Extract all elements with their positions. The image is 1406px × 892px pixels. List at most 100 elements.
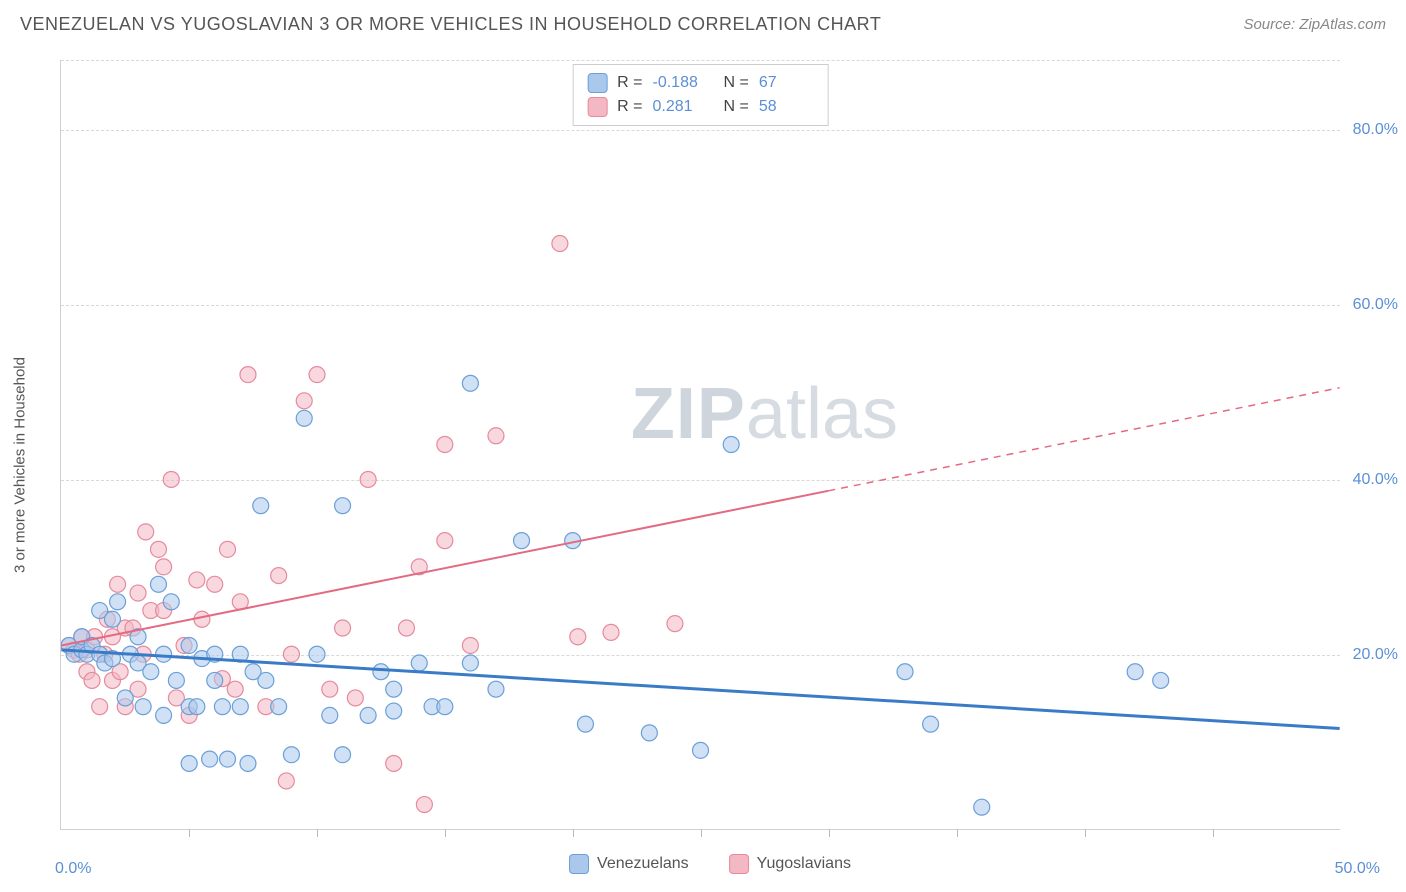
yugoslavians-point: [603, 624, 619, 640]
yugoslavians-point: [156, 559, 172, 575]
venezuelans-point: [271, 699, 287, 715]
venezuelans-point: [974, 799, 990, 815]
yugoslavians-point: [386, 755, 402, 771]
venezuelans-point: [1153, 672, 1169, 688]
venezuelans-point: [386, 681, 402, 697]
venezuelans-point: [207, 672, 223, 688]
x-tick: [1085, 829, 1086, 837]
y-tick-label: 80.0%: [1353, 121, 1398, 139]
yugoslavians-point: [227, 681, 243, 697]
venezuelans-point: [373, 664, 389, 680]
yugoslavians-point: [335, 620, 351, 636]
x-tick: [701, 829, 702, 837]
venezuelans-point: [723, 437, 739, 453]
y-tick-label: 40.0%: [1353, 471, 1398, 489]
yugoslavians-point: [240, 367, 256, 383]
yugoslavians-point: [360, 471, 376, 487]
venezuelans-point: [641, 725, 657, 741]
yugoslavians-point: [552, 236, 568, 252]
yugoslavians-point: [296, 393, 312, 409]
venezuelans-point: [220, 751, 236, 767]
x-tick: [189, 829, 190, 837]
venezuelans-point: [258, 672, 274, 688]
yugoslavians-point: [398, 620, 414, 636]
x-axis-start-label: 0.0%: [55, 860, 91, 878]
venezuelans-point: [309, 646, 325, 662]
venezuelans-point: [488, 681, 504, 697]
venezuelans-point: [232, 699, 248, 715]
venezuelans-point: [104, 611, 120, 627]
venezuelans-point: [1127, 664, 1143, 680]
venezuelans-point: [117, 690, 133, 706]
x-tick: [1213, 829, 1214, 837]
x-axis-end-label: 50.0%: [1335, 860, 1380, 878]
yugoslavians-point: [189, 572, 205, 588]
venezuelans-point: [202, 751, 218, 767]
yugoslavians-trendline: [61, 491, 828, 646]
venezuelans-point: [296, 410, 312, 426]
scatter-plot: [61, 60, 1340, 829]
chart-container: 3 or more Vehicles in Household ZIPatlas…: [30, 50, 1390, 880]
venezuelans-point: [335, 498, 351, 514]
legend-stats-row: R =0.281N =58: [587, 95, 814, 119]
yugoslavians-point: [150, 541, 166, 557]
y-tick-label: 20.0%: [1353, 646, 1398, 664]
venezuelans-point: [150, 576, 166, 592]
yugoslavians-point: [437, 437, 453, 453]
x-tick: [317, 829, 318, 837]
venezuelans-point: [143, 664, 159, 680]
yugoslavians-point: [130, 585, 146, 601]
venezuelans-point: [462, 655, 478, 671]
yugoslavians-point: [92, 699, 108, 715]
venezuelans-point: [437, 699, 453, 715]
legend-swatch: [569, 854, 589, 874]
yugoslavians-point: [220, 541, 236, 557]
x-tick: [957, 829, 958, 837]
venezuelans-point: [181, 755, 197, 771]
x-tick: [573, 829, 574, 837]
x-tick: [445, 829, 446, 837]
venezuelans-point: [411, 655, 427, 671]
venezuelans-point: [240, 755, 256, 771]
yugoslavians-point: [347, 690, 363, 706]
legend-stats: R =-0.188N =67R =0.281N =58: [572, 64, 829, 126]
venezuelans-point: [322, 707, 338, 723]
yugoslavians-point: [667, 616, 683, 632]
venezuelans-point: [693, 742, 709, 758]
venezuelans-trendline: [61, 650, 1339, 729]
yugoslavians-point: [570, 629, 586, 645]
y-axis-label: 3 or more Vehicles in Household: [12, 357, 29, 573]
venezuelans-point: [360, 707, 376, 723]
venezuelans-point: [110, 594, 126, 610]
legend-series-item: Yugoslavians: [729, 854, 851, 874]
yugoslavians-point: [462, 637, 478, 653]
venezuelans-point: [156, 707, 172, 723]
legend-swatch: [729, 854, 749, 874]
x-tick: [829, 829, 830, 837]
venezuelans-point: [335, 747, 351, 763]
yugoslavians-point: [110, 576, 126, 592]
yugoslavians-trendline-dashed: [828, 388, 1339, 491]
legend-stats-row: R =-0.188N =67: [587, 71, 814, 95]
yugoslavians-point: [416, 797, 432, 813]
venezuelans-point: [168, 672, 184, 688]
venezuelans-point: [163, 594, 179, 610]
yugoslavians-point: [163, 471, 179, 487]
venezuelans-point: [253, 498, 269, 514]
venezuelans-point: [214, 699, 230, 715]
venezuelans-point: [156, 646, 172, 662]
venezuelans-point: [462, 375, 478, 391]
venezuelans-point: [577, 716, 593, 732]
chart-title: VENEZUELAN VS YUGOSLAVIAN 3 OR MORE VEHI…: [20, 14, 881, 35]
venezuelans-point: [135, 699, 151, 715]
venezuelans-point: [181, 637, 197, 653]
y-tick-label: 60.0%: [1353, 296, 1398, 314]
venezuelans-point: [189, 699, 205, 715]
legend-series-label: Venezuelans: [597, 855, 689, 873]
legend-series-item: Venezuelans: [569, 854, 689, 874]
venezuelans-point: [386, 703, 402, 719]
venezuelans-point: [283, 747, 299, 763]
yugoslavians-point: [488, 428, 504, 444]
legend-series-label: Yugoslavians: [757, 855, 851, 873]
yugoslavians-point: [437, 533, 453, 549]
